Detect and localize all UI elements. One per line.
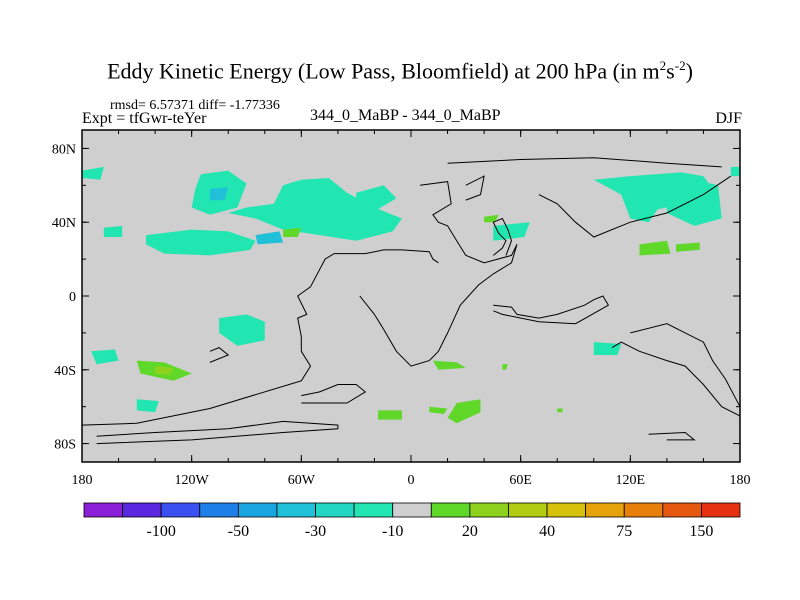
colorbar-label: 150 <box>689 523 713 540</box>
x-tick-label: 60E <box>509 473 532 488</box>
x-tick-label: 180 <box>730 473 751 488</box>
colorbar-box <box>276 502 316 518</box>
colorbar-label: 40 <box>539 523 555 540</box>
colorbar-box <box>430 502 471 518</box>
coastline <box>648 431 696 441</box>
y-tick-label: 80N <box>52 142 76 157</box>
colorbar-label: -30 <box>305 523 326 540</box>
y-tick-label: 0 <box>69 290 76 305</box>
coastline <box>301 384 367 404</box>
positive-anomaly-region <box>484 214 499 223</box>
colorbar-box <box>122 502 162 518</box>
title-mid: s <box>666 58 675 84</box>
coastline <box>492 217 513 256</box>
chart-subtitle: 344_0_MaBP - 344_0_MaBP <box>310 107 501 124</box>
chart-title: Eddy Kinetic Energy (Low Pass, Bloomfiel… <box>0 58 800 84</box>
colorbar-box <box>701 502 741 518</box>
negative-anomaly-region <box>219 314 265 346</box>
negative-anomaly-region <box>136 399 159 413</box>
title-exp2: -2 <box>674 58 686 73</box>
positive-anomaly-region <box>502 364 508 370</box>
negative-anomaly-region <box>255 231 284 245</box>
y-tick-label: 40S <box>54 364 76 379</box>
colorbar-box <box>585 502 625 518</box>
colorbar-box <box>315 502 355 518</box>
colorbar-box <box>392 502 432 518</box>
colorbar-box <box>623 502 664 518</box>
negative-anomaly-region <box>356 185 397 210</box>
title-end: ) <box>685 58 693 84</box>
coastline <box>465 175 485 201</box>
coastline <box>447 157 722 168</box>
coastline <box>81 249 439 426</box>
colorbar-box <box>160 502 201 518</box>
x-tick-label: 120E <box>616 473 646 488</box>
positive-anomaly-region <box>639 240 671 256</box>
positive-anomaly-region <box>155 366 174 376</box>
positive-anomaly-region <box>676 242 700 252</box>
coastline <box>209 347 230 363</box>
colorbar-box <box>546 502 587 518</box>
season-label: DJF <box>715 110 742 127</box>
y-tick-label: 80S <box>54 438 76 453</box>
negative-anomaly-region <box>146 229 256 256</box>
experiment-label: Expt = tfGwr-teYer <box>82 110 207 127</box>
stats-text: rmsd= 6.57371 diff= -1.77336 <box>110 98 280 113</box>
colorbar-box <box>508 502 548 518</box>
positive-anomaly-region <box>283 227 302 237</box>
coastline <box>493 295 610 325</box>
positive-anomaly-region <box>557 408 563 413</box>
colorbar-box <box>662 502 702 518</box>
negative-anomaly-region <box>209 187 229 201</box>
colorbar-box <box>237 502 278 518</box>
colorbar-box <box>83 502 123 518</box>
colorbar-label: 75 <box>616 523 632 540</box>
x-tick-label: 180 <box>72 473 93 488</box>
negative-anomaly-region <box>228 178 402 241</box>
colorbar-label: 20 <box>462 523 478 540</box>
positive-anomaly-region <box>429 406 448 414</box>
title-exp1: 2 <box>659 58 667 73</box>
colorbar-box <box>353 502 394 518</box>
positive-anomaly-region <box>378 410 402 420</box>
colorbar-label: -100 <box>147 523 176 540</box>
x-tick-label: 0 <box>408 473 415 488</box>
y-tick-label: 40N <box>52 216 76 231</box>
negative-anomaly-region <box>91 349 119 365</box>
positive-anomaly-region <box>447 399 481 424</box>
negative-anomaly-region <box>493 222 530 241</box>
colorbar-label: -50 <box>228 523 249 540</box>
coastline <box>96 420 339 445</box>
colorbar-box <box>199 502 239 518</box>
positive-anomaly-region <box>432 360 466 370</box>
negative-anomaly-region <box>730 166 740 177</box>
coastline <box>538 175 732 238</box>
colorbar-label: -10 <box>382 523 403 540</box>
negative-anomaly-region <box>593 342 622 355</box>
negative-anomaly-region <box>103 225 123 237</box>
coastline <box>359 181 518 367</box>
x-tick-label: 60W <box>288 473 316 488</box>
x-tick-label: 120W <box>175 473 210 488</box>
colorbar-box <box>469 502 509 518</box>
title-main: Eddy Kinetic Energy (Low Pass, Bloomfiel… <box>107 58 660 84</box>
negative-anomaly-region <box>82 166 104 180</box>
